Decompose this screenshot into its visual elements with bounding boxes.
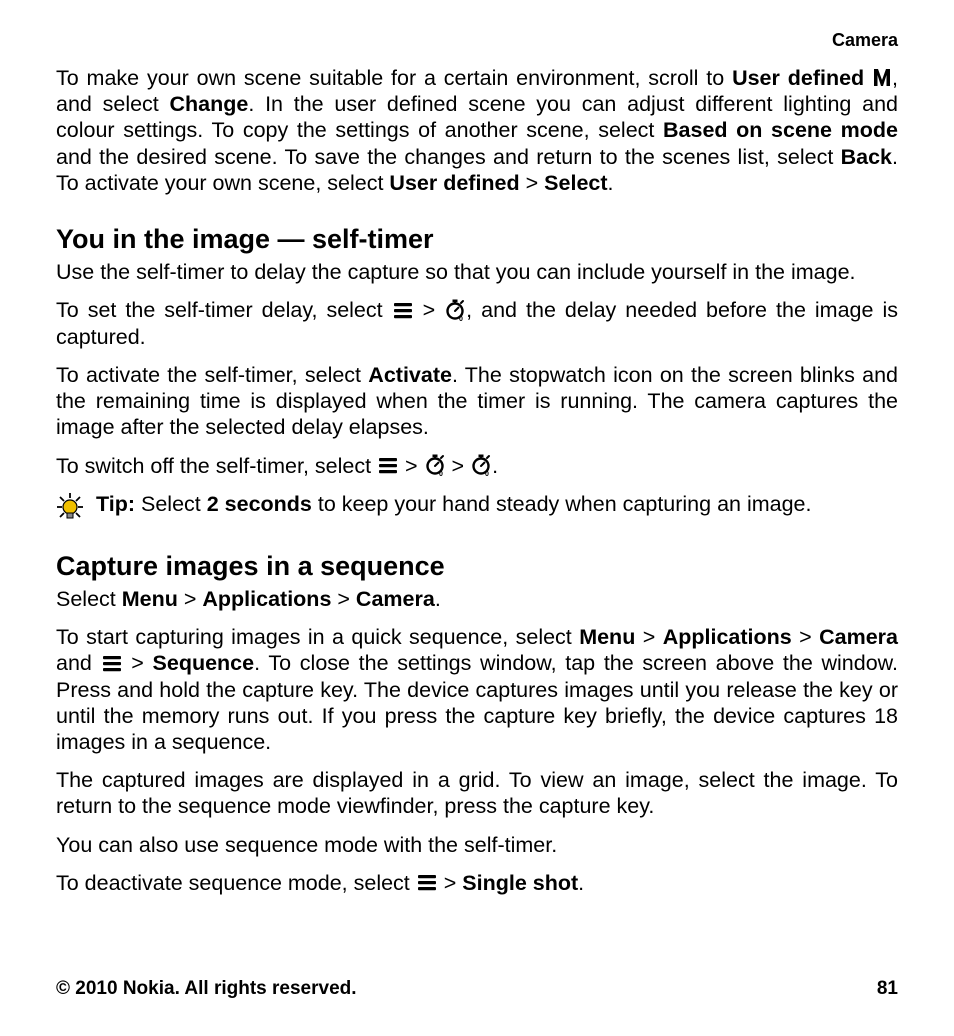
- m-icon: [872, 66, 892, 88]
- timer-icon: [424, 453, 446, 477]
- separator: >: [331, 587, 356, 611]
- bold-user-defined-2: User defined: [389, 171, 519, 195]
- bold-based-on-scene-mode: Based on scene mode: [663, 118, 898, 142]
- bold-change: Change: [170, 92, 249, 116]
- heading-sequence: Capture images in a sequence: [56, 551, 898, 582]
- bold-single-shot: Single shot: [462, 871, 578, 895]
- text: To activate the self-timer, select: [56, 363, 368, 387]
- separator: >: [178, 587, 203, 611]
- copyright: © 2010 Nokia. All rights reserved.: [56, 978, 357, 1000]
- selftimer-p4: To switch off the self-timer, select > >…: [56, 453, 898, 479]
- bold-select: Select: [544, 171, 607, 195]
- separator: >: [792, 625, 819, 649]
- separator: >: [399, 454, 424, 478]
- timer-icon: [470, 453, 492, 477]
- sequence-p3: The captured images are displayed in a g…: [56, 767, 898, 819]
- text: To set the self-timer delay, select: [56, 298, 392, 322]
- text: Select: [56, 587, 122, 611]
- bold-menu: Menu: [122, 587, 178, 611]
- sequence-p4: You can also use sequence mode with the …: [56, 832, 898, 858]
- separator: >: [520, 171, 545, 195]
- text: and the desired scene. To save the chang…: [56, 145, 841, 169]
- bold-activate: Activate: [368, 363, 452, 387]
- tip-label: Tip:: [96, 492, 135, 516]
- bold-applications: Applications: [202, 587, 331, 611]
- bold-camera: Camera: [819, 625, 898, 649]
- text: To start capturing images in a quick seq…: [56, 625, 579, 649]
- text: .: [435, 587, 441, 611]
- menu-icon: [392, 299, 414, 321]
- separator: >: [123, 651, 153, 675]
- text: .: [578, 871, 584, 895]
- separator: >: [635, 625, 662, 649]
- bold-menu: Menu: [579, 625, 635, 649]
- menu-icon: [416, 871, 438, 893]
- selftimer-p3: To activate the self-timer, select Activ…: [56, 362, 898, 441]
- sequence-p5: To deactivate sequence mode, select > Si…: [56, 870, 898, 896]
- section-header: Camera: [56, 30, 898, 51]
- text: to keep your hand steady when capturing …: [312, 492, 812, 516]
- text: To make your own scene suitable for a ce…: [56, 66, 732, 90]
- page-number: 81: [877, 978, 898, 1000]
- bold-2-seconds: 2 seconds: [207, 492, 312, 516]
- bold-back: Back: [841, 145, 892, 169]
- separator: >: [446, 454, 471, 478]
- bold-camera: Camera: [356, 587, 435, 611]
- bold-sequence: Sequence: [153, 651, 255, 675]
- text: To deactivate sequence mode, select: [56, 871, 416, 895]
- bold-user-defined: User defined: [732, 66, 864, 90]
- heading-self-timer: You in the image — self-timer: [56, 224, 898, 255]
- tip-row: Tip: Select 2 seconds to keep your hand …: [56, 491, 898, 523]
- selftimer-p2: To set the self-timer delay, select > , …: [56, 297, 898, 350]
- text: and: [56, 651, 101, 675]
- tip-bulb-icon: [56, 491, 84, 521]
- intro-paragraph: To make your own scene suitable for a ce…: [56, 65, 898, 196]
- separator: >: [438, 871, 463, 895]
- sequence-nav: Select Menu > Applications > Camera.: [56, 586, 898, 612]
- timer-icon: [444, 298, 466, 322]
- text: Select: [135, 492, 207, 516]
- text: .: [492, 454, 498, 478]
- menu-icon: [101, 652, 123, 674]
- sequence-p2: To start capturing images in a quick seq…: [56, 624, 898, 755]
- text: .: [608, 171, 614, 195]
- text: To switch off the self-timer, select: [56, 454, 377, 478]
- tip-text: Tip: Select 2 seconds to keep your hand …: [96, 491, 812, 517]
- separator: >: [414, 298, 445, 322]
- footer: © 2010 Nokia. All rights reserved. 81: [56, 978, 898, 1000]
- selftimer-p1: Use the self-timer to delay the capture …: [56, 259, 898, 285]
- bold-applications: Applications: [663, 625, 792, 649]
- menu-icon: [377, 454, 399, 476]
